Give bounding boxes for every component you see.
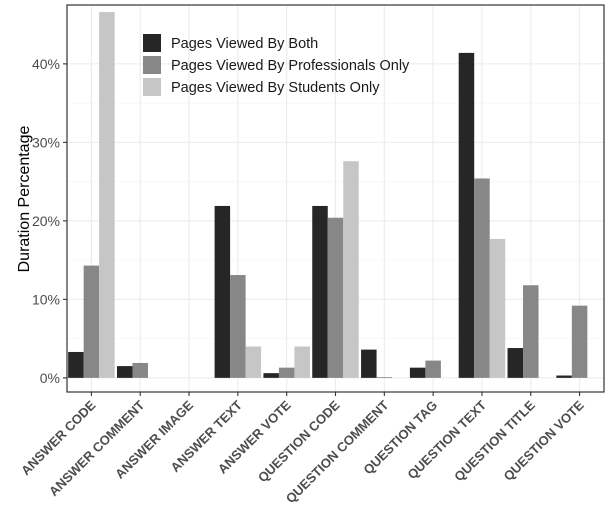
legend-label: Pages Viewed By Students Only — [171, 80, 380, 96]
bar — [425, 360, 441, 378]
x-tick-label: ANSWER COMMENT — [46, 397, 148, 499]
bar — [361, 349, 377, 378]
legend-key — [143, 56, 161, 74]
bar — [327, 217, 344, 378]
legend-key — [143, 34, 161, 52]
bar — [83, 265, 100, 378]
bar — [245, 346, 262, 378]
bars — [68, 12, 588, 378]
legend-label: Pages Viewed By Professionals Only — [171, 58, 410, 74]
bar — [294, 346, 310, 378]
bar — [523, 285, 539, 378]
bar — [263, 373, 279, 378]
y-tick-label: 0% — [40, 370, 60, 386]
bar — [116, 366, 133, 378]
bar — [68, 351, 84, 378]
legend: Pages Viewed By Both Pages Viewed By Prof… — [143, 34, 410, 96]
y-axis-label: Duration Percentage — [16, 126, 33, 273]
y-tick-label: 30% — [32, 134, 60, 150]
bar — [571, 305, 588, 378]
legend-label: Pages Viewed By Both — [171, 36, 318, 52]
y-tick-label: 10% — [32, 291, 60, 307]
bar — [376, 377, 393, 378]
bar — [474, 178, 490, 378]
y-tick-label: 20% — [32, 213, 60, 229]
bar — [230, 275, 246, 378]
legend-key — [143, 78, 161, 96]
bar — [489, 238, 506, 378]
bar — [507, 348, 524, 378]
y-axis: 0% 10% 20% 30% 40% — [32, 56, 67, 386]
bar — [132, 362, 148, 378]
bar — [278, 367, 295, 378]
x-tick-label: QUESTION CODE — [255, 397, 343, 485]
y-tick-label: 40% — [32, 56, 60, 72]
bar — [458, 52, 475, 378]
bar — [99, 12, 115, 378]
bar — [214, 205, 231, 378]
bar — [556, 375, 572, 378]
x-tick-label: QUESTION TITLE — [451, 397, 538, 484]
bar — [312, 205, 328, 378]
bar — [409, 367, 426, 378]
bar — [343, 161, 359, 378]
